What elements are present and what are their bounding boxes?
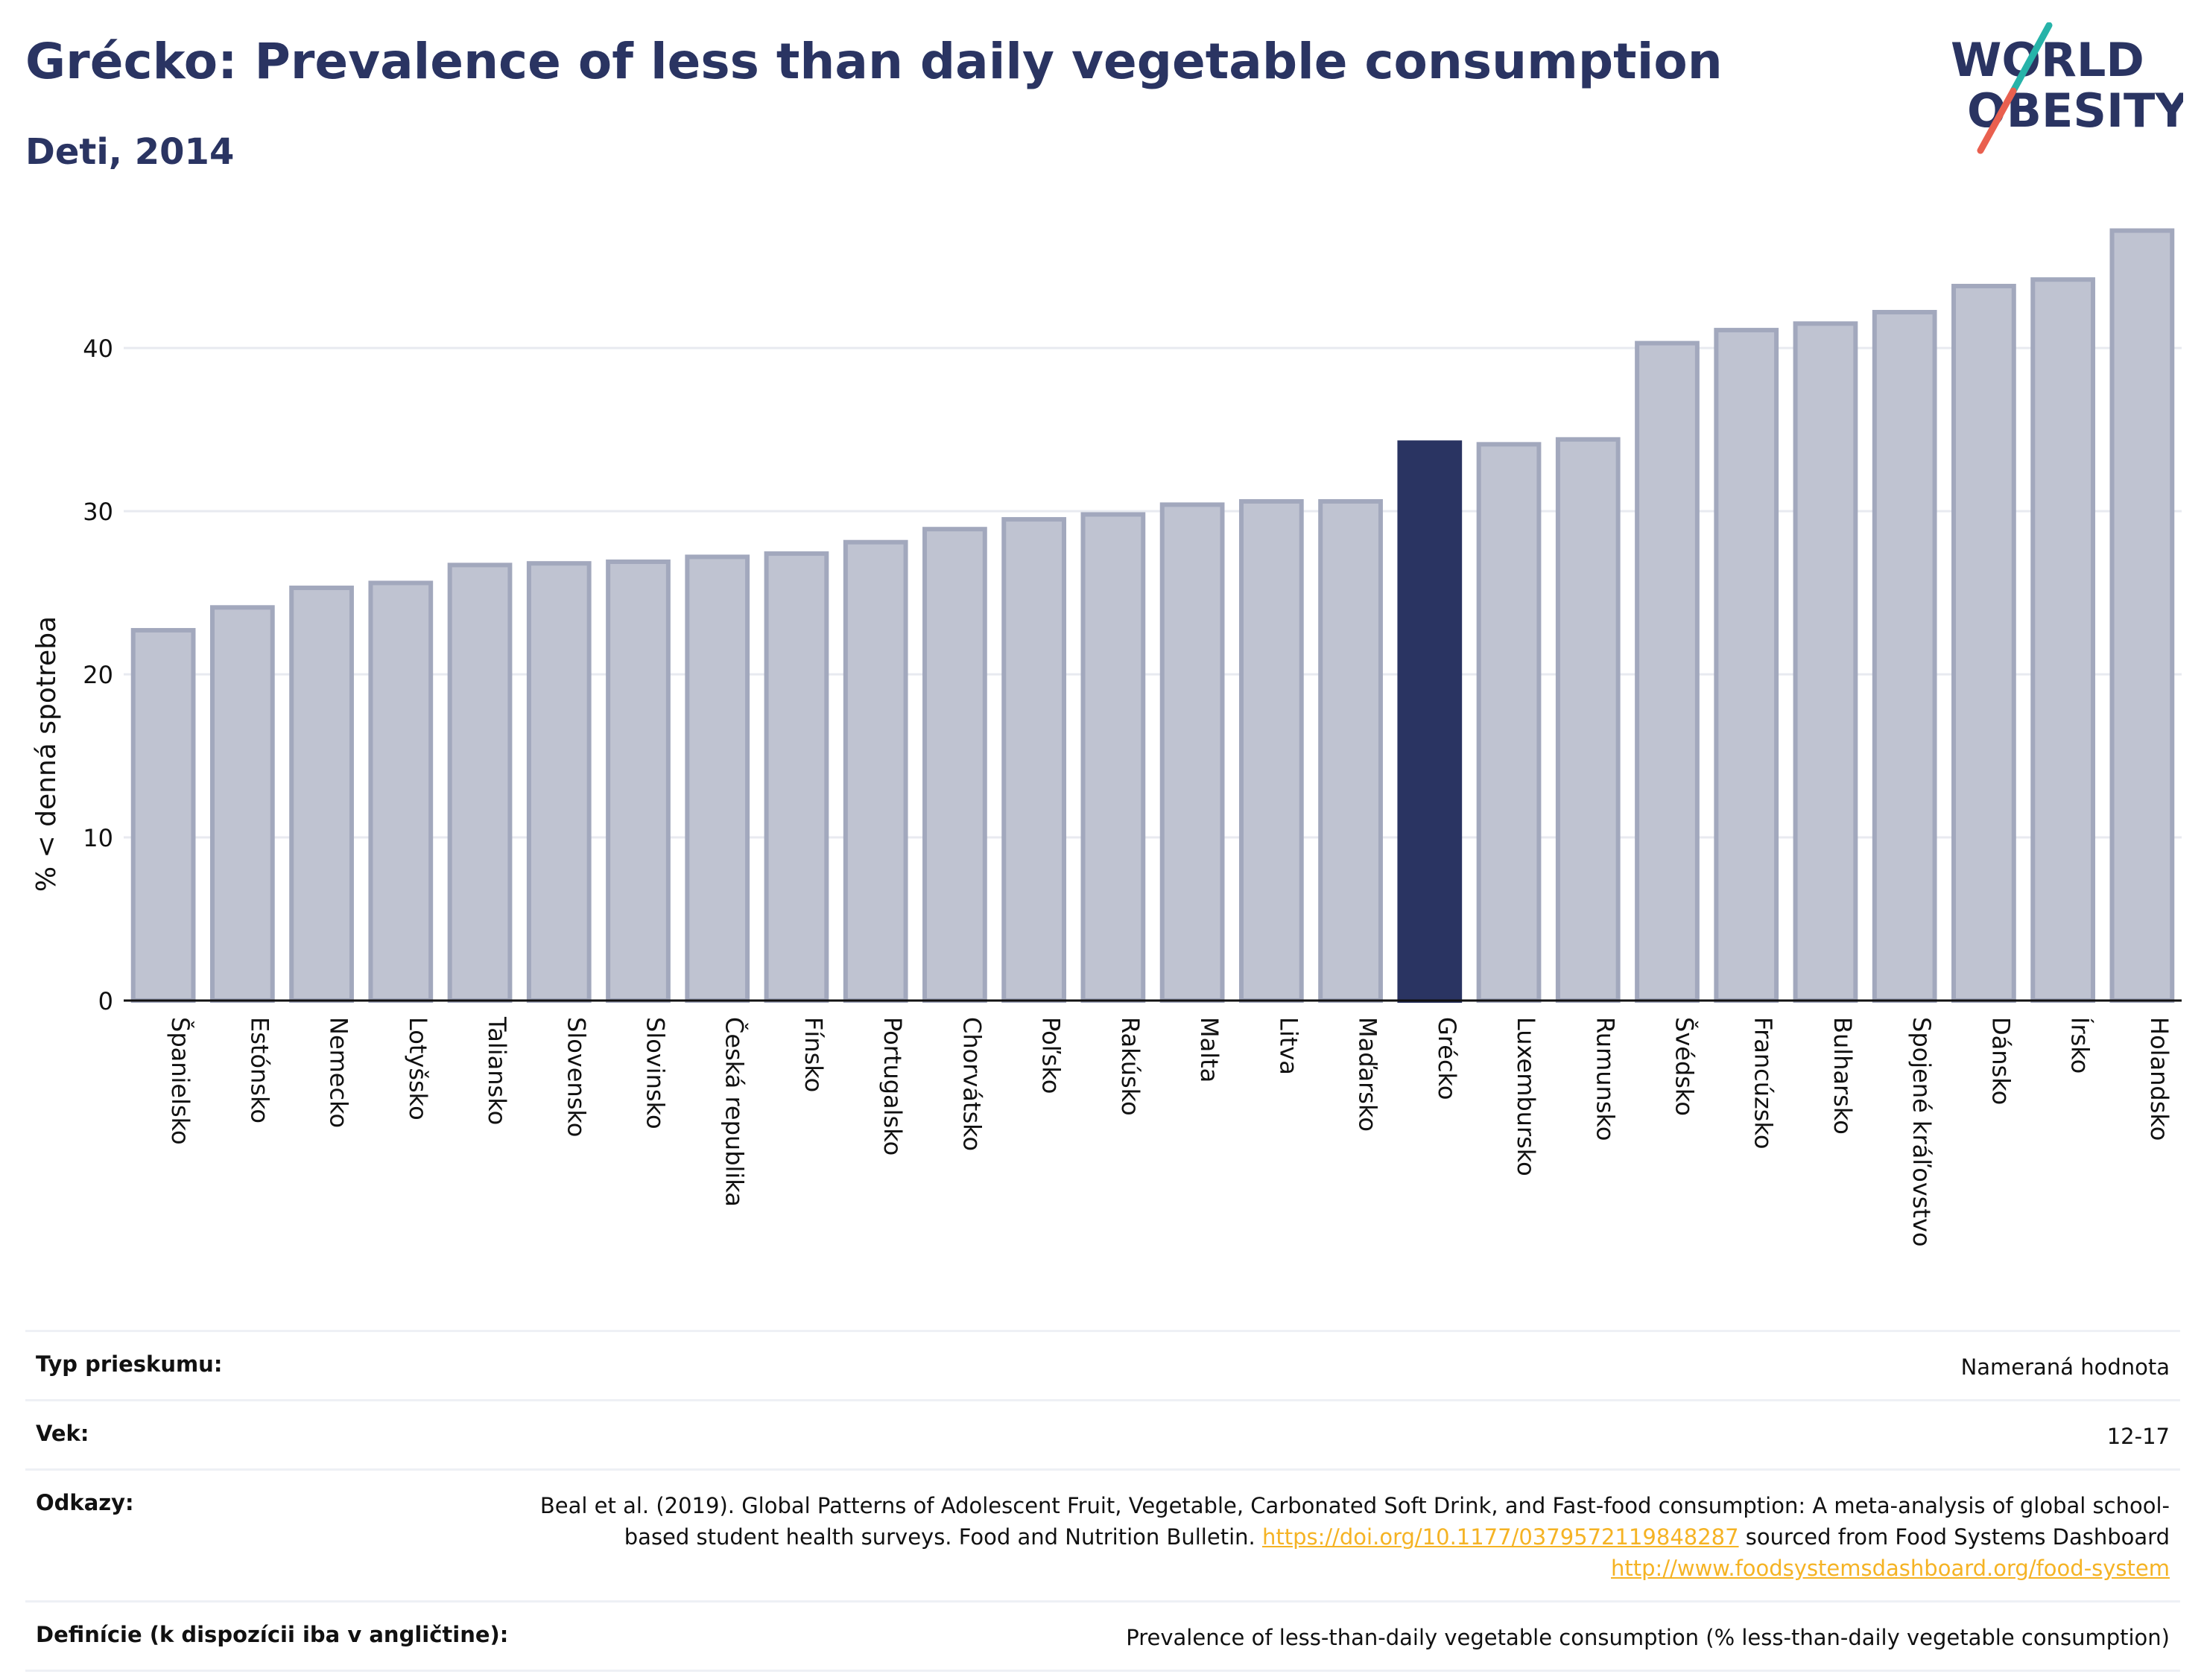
bar-16[interactable] (1318, 498, 1383, 1003)
x-tick-label: Česká republika (721, 1017, 750, 1207)
meta-row-references: Odkazy: Beal et al. (2019). Global Patte… (25, 1468, 2180, 1600)
x-tick-label: Estónsko (245, 1017, 273, 1123)
y-tick-label: 0 (98, 987, 113, 1015)
y-tick-label: 10 (83, 824, 113, 852)
bar-3[interactable] (289, 586, 354, 1003)
bars-layer (130, 228, 2175, 1004)
survey-type-value: Nameraná hodnota (1960, 1354, 2170, 1380)
bar-2[interactable] (209, 605, 275, 1003)
bar-22[interactable] (1793, 321, 1858, 1003)
x-tick-label: Grécko (1433, 1017, 1461, 1100)
logo-slash-coral (1977, 87, 2017, 154)
x-tick-label: Dánsko (1986, 1017, 2015, 1105)
bar-8[interactable] (685, 554, 750, 1003)
bar-13[interactable] (1080, 512, 1146, 1003)
x-tick-label: Írsko (2066, 1017, 2094, 1074)
meta-row-age: Vek: 12-17 (25, 1399, 2180, 1468)
x-tick-label: Portugalsko (878, 1017, 907, 1156)
definitions-label: Definície (k dispozícii iba v angličtine… (36, 1622, 509, 1647)
bar-24[interactable] (1951, 283, 2016, 1003)
x-tick-label: Bulharsko (1828, 1017, 1857, 1135)
bar-17[interactable] (1397, 440, 1463, 1003)
x-tick-label: Poľsko (1037, 1017, 1065, 1094)
logo-line1: WORLD (1951, 33, 2144, 87)
metadata-table: Typ prieskumu: Nameraná hodnota Vek: 12-… (25, 1330, 2180, 1672)
references-text: Beal et al. (2019). Global Patterns of A… (539, 1493, 2170, 1550)
y-tick-label: 30 (83, 498, 113, 526)
x-tick-label: Taliansko (483, 1016, 511, 1125)
logo-slash-teal (2010, 22, 2053, 95)
bar-6[interactable] (526, 561, 592, 1003)
age-label: Vek: (36, 1421, 89, 1446)
bar-26[interactable] (2109, 228, 2175, 1003)
x-tick-label: Slovensko (562, 1017, 590, 1137)
bar-9[interactable] (764, 551, 829, 1003)
bar-5[interactable] (447, 562, 513, 1003)
x-tick-label: Holandsko (2145, 1017, 2173, 1141)
references-source-text: sourced from Food Systems Dashboard (1745, 1524, 2170, 1550)
axis-layer: 0 10 20 30 40 Španielsko Estónsko Nemecko Lotyšs… (83, 335, 2182, 1246)
bar-10[interactable] (843, 539, 908, 1003)
x-tick-label: Nemecko (325, 1017, 353, 1128)
x-tick-label: Rakúsko (1116, 1017, 1144, 1116)
bar-21[interactable] (1714, 328, 1779, 1003)
bar-7[interactable] (606, 560, 671, 1003)
x-tick-label: Fínsko (799, 1017, 828, 1092)
x-tick-label: Spojené kráľovstvo (1907, 1017, 1936, 1246)
x-tick-label: Rumunsko (1591, 1017, 1619, 1141)
meta-row-definitions: Definície (k dispozícii iba v angličtine… (25, 1600, 2180, 1672)
x-tick-label: Maďarsko (1354, 1017, 1382, 1132)
x-tick-label: Slovinsko (642, 1017, 670, 1129)
bar-20[interactable] (1635, 340, 1700, 1004)
bar-18[interactable] (1476, 442, 1542, 1003)
x-tick-label: Španielsko (166, 1017, 195, 1145)
food-systems-link[interactable]: http://www.foodsystemsdashboard.org/food… (1611, 1556, 2170, 1581)
bar-12[interactable] (1001, 517, 1067, 1003)
meta-row-survey: Typ prieskumu: Nameraná hodnota (25, 1330, 2180, 1399)
x-tick-label: Švédsko (1671, 1017, 1700, 1116)
bar-4[interactable] (368, 580, 434, 1003)
x-tick-label: Lotyšsko (404, 1017, 432, 1120)
bar-25[interactable] (2030, 277, 2096, 1003)
bar-chart: 0 10 20 30 40 Španielsko Estónsko Nemecko Lotyšs… (31, 228, 2182, 1246)
x-tick-label: Malta (1195, 1017, 1223, 1083)
bar-14[interactable] (1159, 502, 1225, 1003)
x-tick-label: Litva (1274, 1017, 1302, 1075)
y-tick-label: 40 (83, 335, 113, 363)
bar-1[interactable] (130, 627, 196, 1004)
doi-link[interactable]: https://doi.org/10.1177/0379572119848287 (1261, 1524, 1739, 1550)
bar-19[interactable] (1555, 437, 1621, 1003)
chart-subtitle: Deti, 2014 (25, 131, 235, 173)
references-label: Odkazy: (36, 1490, 134, 1515)
world-obesity-logo: WORLD OBESITY (1951, 22, 2183, 154)
bar-11[interactable] (922, 527, 987, 1003)
bar-15[interactable] (1238, 498, 1304, 1003)
survey-type-label: Typ prieskumu: (36, 1351, 223, 1377)
definitions-value: Prevalence of less-than-daily vegetable … (1126, 1625, 2170, 1650)
chart-title: Grécko: Prevalence of less than daily ve… (25, 33, 1723, 90)
x-tick-label: Francúzsko (1749, 1017, 1778, 1149)
bar-23[interactable] (1872, 309, 1937, 1003)
x-tick-label: Luxembursko (1512, 1017, 1540, 1176)
y-axis-label: % < denná spotreba (31, 616, 62, 892)
references-value: Beal et al. (2019). Global Patterns of A… (508, 1490, 2170, 1584)
age-value: 12-17 (2106, 1424, 2170, 1449)
x-tick-label: Chorvátsko (957, 1017, 986, 1151)
y-tick-label: 20 (83, 661, 113, 689)
